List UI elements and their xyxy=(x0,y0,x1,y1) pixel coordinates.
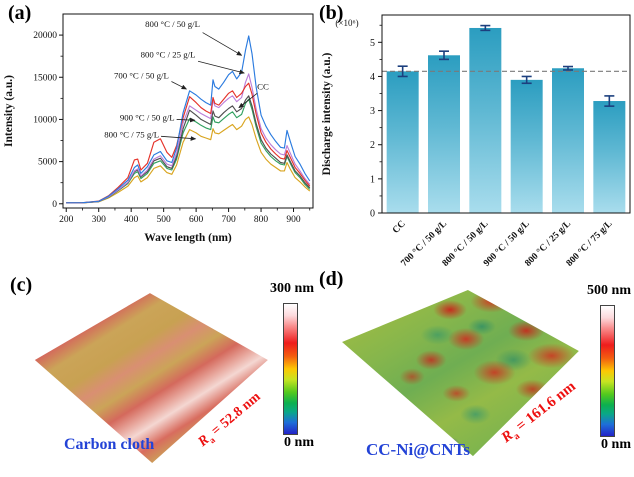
panel-a-letter: (a) xyxy=(8,2,32,24)
colorbar-max-label: 300 nm xyxy=(270,281,314,296)
series-line-2 xyxy=(66,95,311,204)
annotation-label-5: 800 °C / 75 g/L xyxy=(104,130,159,140)
x-tick-label: 700 xyxy=(221,215,236,225)
panel-c-letter: (c) xyxy=(10,274,33,296)
bar-1 xyxy=(428,55,460,213)
error-bars xyxy=(397,24,615,107)
plot-frame xyxy=(62,13,314,209)
x-axis-title: Wave length (nm) xyxy=(144,232,232,244)
x-tick-label: 500 xyxy=(157,215,172,225)
colorbar-max-label: 500 nm xyxy=(587,283,631,298)
series-line-1 xyxy=(66,98,311,204)
series-line-0 xyxy=(66,116,311,204)
spectra-line-chart: 200 300 400 500 600 700 800 900 0 5000 10000 15000 2… xyxy=(3,13,314,244)
panel-b-letter: (b) xyxy=(319,2,344,24)
annotation-label-4: 900 °C / 50 g/L xyxy=(120,113,175,123)
bar-4 xyxy=(552,68,584,213)
spectra-series xyxy=(66,35,311,204)
sample-label: Carbon cloth xyxy=(64,436,155,453)
annotation-arrow-0 xyxy=(202,32,243,56)
y-tick-label: 4 xyxy=(370,72,375,83)
panel-d-afm-cc-ni-cnts: (d) 500 nm 0 nm CC-Ni@CNTs Ra = 161.6 nm xyxy=(317,268,634,477)
series-line-4 xyxy=(66,82,311,204)
annotation-label-1: 800 °C / 25 g/L xyxy=(141,49,196,59)
height-colorbar xyxy=(283,303,298,435)
x-tick-label: 900 xyxy=(286,215,301,225)
y-axis-title: Discharge intensity (a.u.) xyxy=(321,53,333,176)
annotation-label-2: 700 °C / 50 g/L xyxy=(114,71,169,81)
bar-3 xyxy=(510,79,543,214)
y-tick-label: 0 xyxy=(370,209,375,220)
annotation-arrow-4 xyxy=(176,117,196,123)
y-axis: 0 1 2 3 4 5 xyxy=(370,24,382,220)
y-axis-title: Intensity (a.u.) xyxy=(3,75,15,147)
x-tick-label: 400 xyxy=(124,215,139,225)
series-line-3 xyxy=(66,73,311,204)
colorbar-min-label: 0 nm xyxy=(601,437,631,452)
x-tick-label: 300 xyxy=(92,215,107,225)
y-tick-label: 5000 xyxy=(38,158,57,168)
bars xyxy=(386,27,626,214)
annotation-arrow-1 xyxy=(197,60,245,75)
bar-5 xyxy=(593,101,626,213)
x-tick-label: 200 xyxy=(59,215,74,225)
bar-0 xyxy=(386,71,419,214)
y-tick-label: 1 xyxy=(370,174,375,185)
y-axis: 0 5000 10000 15000 20000 xyxy=(33,31,63,210)
bar-2 xyxy=(469,27,502,214)
x-tick-label: 600 xyxy=(189,215,204,225)
colorbar-min-label: 0 nm xyxy=(284,435,314,450)
panel-d-letter: (d) xyxy=(319,268,344,290)
height-colorbar xyxy=(600,305,615,437)
y-tick-label: 2 xyxy=(370,140,375,151)
panel-b-bar-chart: (b) 0 1 2 3 4 5 CC 700 °C / 50 g/L 800 °C / 50 g… xyxy=(317,0,634,268)
annotation-label-0: 800 °C / 50 g/L xyxy=(145,19,200,29)
y-tick-label: 3 xyxy=(370,106,375,117)
annotation-arrow-3 xyxy=(238,92,258,109)
series-line-5 xyxy=(66,35,311,204)
x-axis: 200 300 400 500 600 700 800 900 xyxy=(59,208,311,225)
category-label-0: CC xyxy=(391,219,408,236)
y-tick-label: 0 xyxy=(52,200,57,210)
panel-c-afm-carbon-cloth: (c) 300 nm 0 nm Carbon cloth Ra = 52.8 n… xyxy=(0,268,317,477)
y-tick-label: 15000 xyxy=(33,73,57,83)
panel-a-spectra: (a) 200 300 400 500 600 700 800 900 0 5000 10000 15… xyxy=(0,0,317,268)
sample-label: CC-Ni@CNTs xyxy=(366,440,470,459)
y-tick-label: 5 xyxy=(370,38,375,49)
x-tick-label: 800 xyxy=(254,215,269,225)
plot-frame xyxy=(381,14,631,214)
y-tick-label: 20000 xyxy=(33,31,57,41)
annotation-arrow-2 xyxy=(171,81,188,90)
annotation-label-3: CC xyxy=(257,82,269,92)
y-tick-label: 10000 xyxy=(33,115,57,125)
annotation-arrow-5 xyxy=(161,135,197,141)
series-annotations: 800 °C / 50 g/L 800 °C / 25 g/L 700 °C / 5… xyxy=(104,19,269,141)
y-axis-unit-label: (×10⁶) xyxy=(335,18,358,28)
